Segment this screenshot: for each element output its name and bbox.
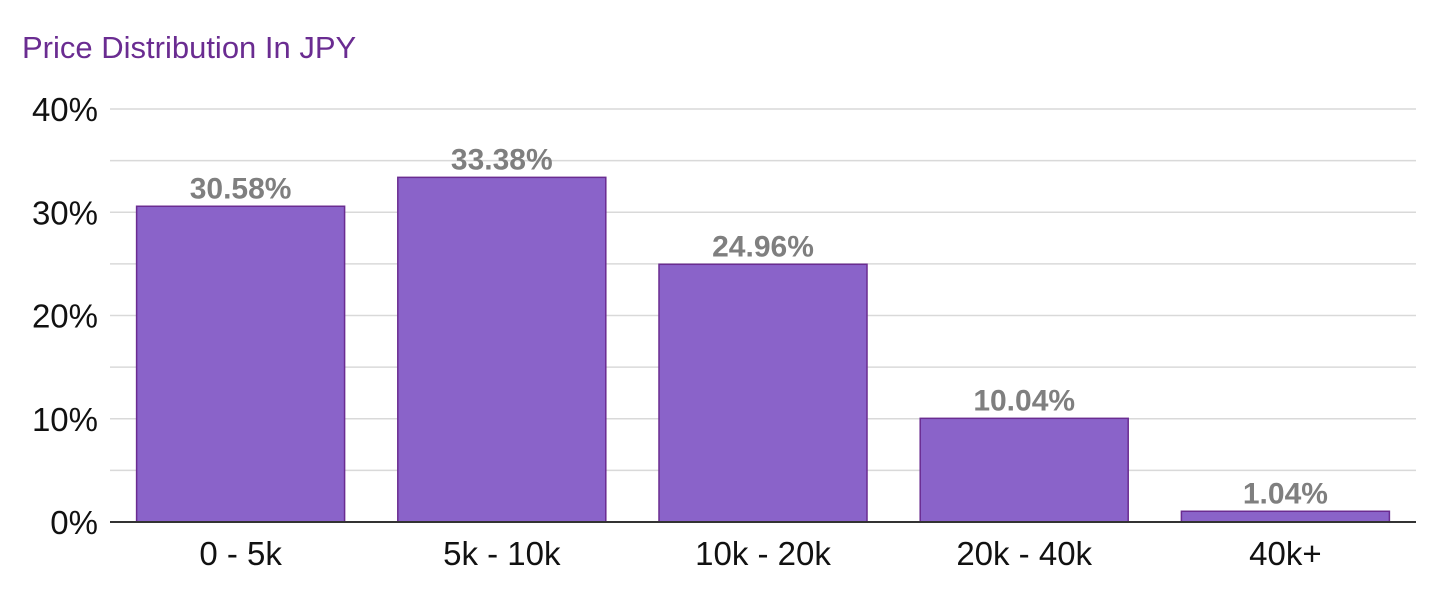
- bar: [919, 417, 1129, 523]
- x-tick-label: 5k - 10k: [443, 535, 561, 572]
- y-tick-label: 10%: [32, 401, 98, 438]
- y-tick-label: 0%: [50, 504, 98, 541]
- bar-data-label: 10.04%: [973, 384, 1075, 417]
- bar-data-label: 1.04%: [1243, 477, 1328, 510]
- data-labels: 30.58% 33.38% 24.96% 10.04% 1.04%: [190, 143, 1328, 510]
- x-tick-label: 20k - 40k: [956, 535, 1092, 572]
- y-tick-label: 40%: [32, 91, 98, 128]
- bar-data-label: 30.58%: [190, 172, 292, 205]
- bar: [135, 205, 346, 523]
- y-tick-label: 30%: [32, 194, 98, 231]
- x-tick-label: 10k - 20k: [695, 535, 831, 572]
- x-tick-label: 0 - 5k: [199, 535, 282, 572]
- y-tick-label: 20%: [32, 298, 98, 335]
- y-axis-ticks: 0% 10% 20% 30% 40%: [32, 91, 98, 541]
- bars: [135, 176, 1391, 523]
- bar: [397, 176, 607, 523]
- bar-data-label: 24.96%: [712, 230, 814, 263]
- bar: [658, 263, 868, 523]
- chart-title: Price Distribution In JPY: [22, 30, 357, 65]
- x-tick-label: 40k+: [1249, 535, 1321, 572]
- bar: [1180, 510, 1391, 523]
- x-axis-ticks: 0 - 5k 5k - 10k 10k - 20k 20k - 40k 40k+: [199, 535, 1321, 572]
- bar-data-label: 33.38%: [451, 143, 553, 176]
